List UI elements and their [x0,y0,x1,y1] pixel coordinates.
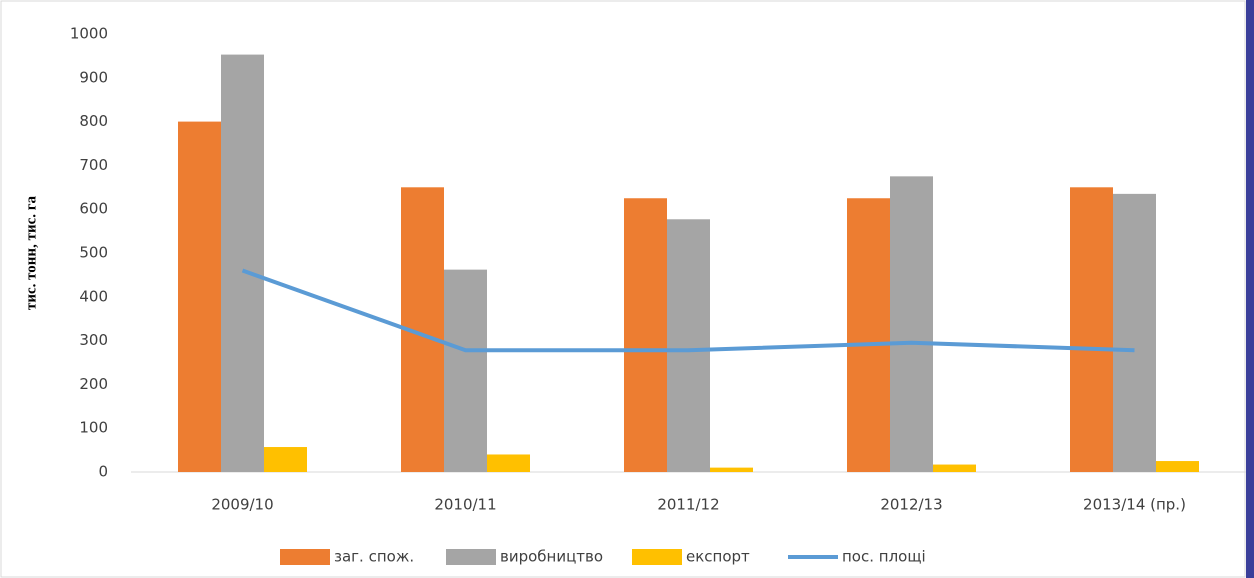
x-tick-label: 2009/10 [211,496,273,514]
y-tick-label: 400 [79,287,108,305]
x-tick-label: 2013/14 (пр.) [1083,496,1186,514]
legend-swatch [446,549,496,565]
legend-swatch [280,549,330,565]
y-tick-label: 700 [79,156,108,174]
legend-label: експорт [686,548,750,566]
y-tick-label: 1000 [70,25,108,43]
bar [444,269,487,472]
y-tick-label: 200 [79,375,108,393]
legend-label: пос. площі [842,548,926,566]
x-tick-label: 2010/11 [434,496,496,514]
legend-swatch [632,549,682,565]
x-tick-label: 2011/12 [657,496,719,514]
y-tick-label: 800 [79,112,108,130]
bar [1113,193,1156,472]
y-tick-label: 900 [79,68,108,86]
x-tick-label: 2012/13 [880,496,942,514]
bar [221,54,264,472]
bar [487,454,530,472]
bar [847,198,890,472]
y-tick-label: 0 [98,463,108,481]
bar [1070,187,1113,473]
line [241,268,1135,353]
bar [933,464,976,472]
y-tick-label: 500 [79,244,108,262]
y-tick-label: 600 [79,200,108,218]
y-tick-label: 300 [79,331,108,349]
legend-label: виробництво [500,548,603,566]
legend-label: заг. спож. [334,548,414,566]
bar [710,467,753,472]
bar [624,198,667,472]
bar [667,219,710,472]
bar [1156,461,1199,472]
bar [890,176,933,472]
window-edge [1246,0,1254,578]
y-axis-label: тис. тонн, тис. га [23,195,39,310]
y-tick-label: 100 [79,419,108,437]
bar [178,121,221,472]
bar [264,447,307,472]
